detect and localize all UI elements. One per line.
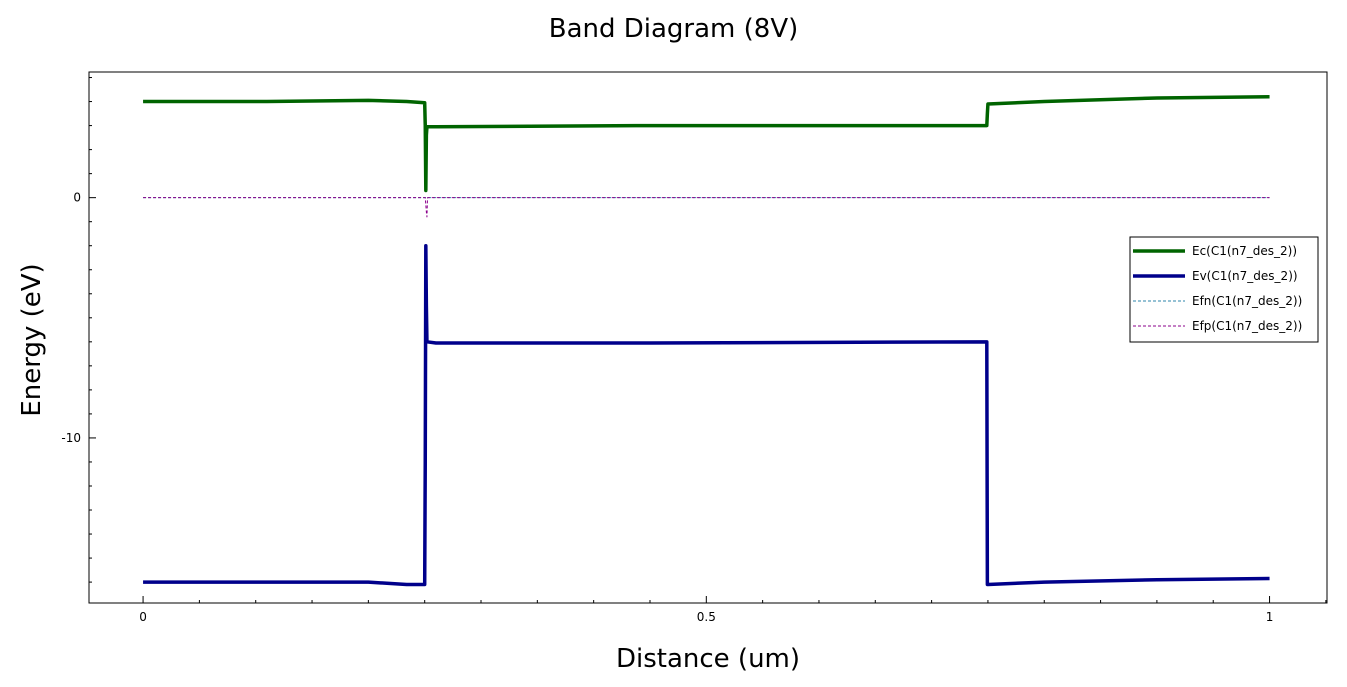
legend: Ec(C1(n7_des_2)) Ev(C1(n7_des_2)) Efn(C1(n… bbox=[1129, 236, 1319, 343]
x-tick-label: 1 bbox=[1266, 610, 1274, 624]
legend-label: Efn(C1(n7_des_2)) bbox=[1192, 294, 1302, 308]
legend-label: Ev(C1(n7_des_2)) bbox=[1192, 269, 1298, 283]
plot-frame bbox=[88, 71, 1328, 604]
series-line-1 bbox=[143, 243, 1270, 587]
legend-box bbox=[1129, 236, 1319, 343]
x-tick-label: 0 bbox=[139, 610, 147, 624]
y-tick-label: -10 bbox=[61, 431, 81, 445]
series-line-3 bbox=[143, 197, 1270, 218]
axis-ticks bbox=[89, 77, 1327, 603]
legend-label: Efp(C1(n7_des_2)) bbox=[1192, 319, 1302, 333]
y-tick-label: 0 bbox=[73, 191, 81, 205]
series-lines bbox=[143, 95, 1270, 587]
legend-label: Ec(C1(n7_des_2)) bbox=[1192, 244, 1297, 258]
series-line-0 bbox=[143, 95, 1270, 193]
chart-title: Band Diagram (8V) bbox=[548, 14, 799, 44]
x-tick-label: 0.5 bbox=[697, 610, 716, 624]
axis-tick-labels: 0 0.5 1 0 -10 bbox=[61, 191, 1273, 624]
x-axis-label: Distance (um) bbox=[615, 644, 801, 674]
